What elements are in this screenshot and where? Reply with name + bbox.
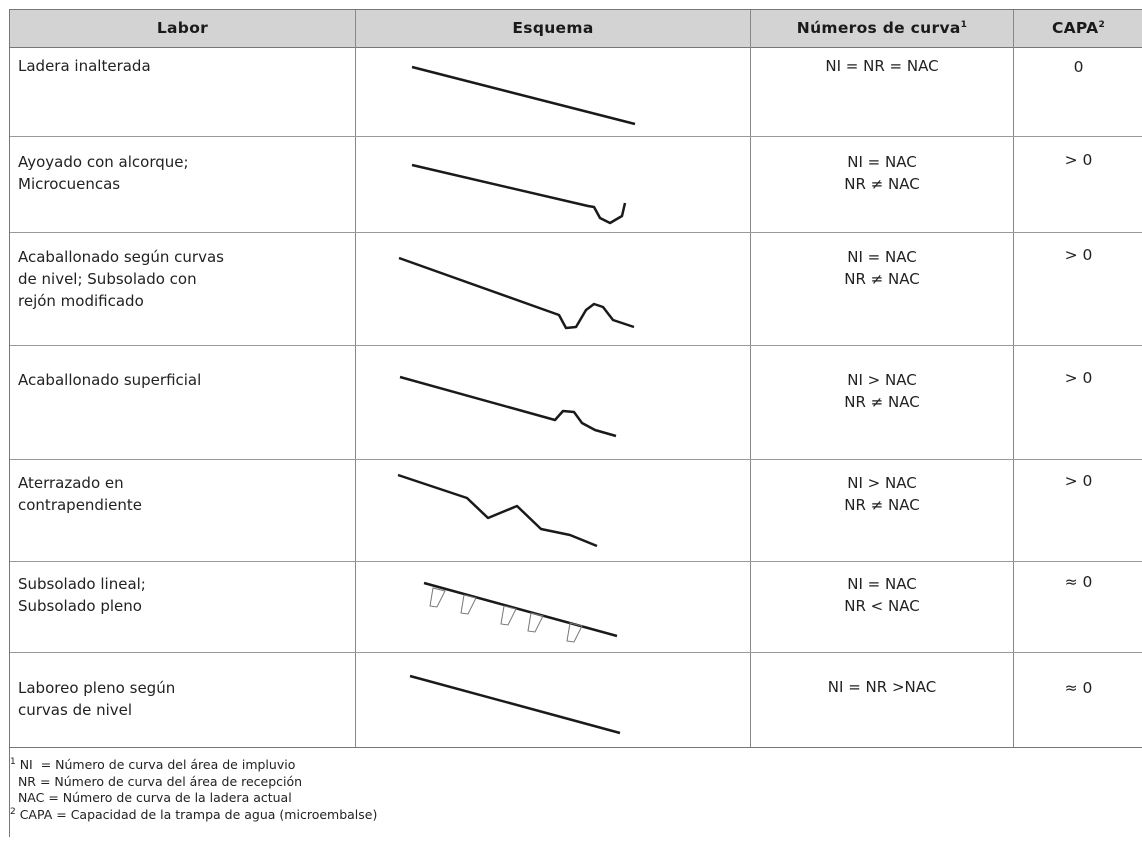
curve-numbers-cell: NI = NAC NR ≠ NAC — [751, 151, 1013, 195]
header-esquema: Esquema — [512, 19, 594, 37]
straight-slope-icon — [411, 65, 636, 126]
curve-number-relation: NR ≠ NAC — [844, 175, 920, 193]
footnote-line: 2 CAPA = Capacidad de la trampa de agua … — [10, 807, 377, 824]
row-divider — [10, 136, 1142, 137]
capa-value: > 0 — [1064, 369, 1093, 387]
curve-number-table: Labor Esquema Números de curva1 CAPA2 La… — [9, 9, 1142, 837]
footnote-line: NAC = Número de curva de la ladera actua… — [10, 790, 292, 805]
schema-drawings — [397, 65, 636, 735]
capa-value: > 0 — [1064, 151, 1093, 169]
header-numeros-footnote-mark: 1 — [960, 19, 968, 30]
subsoiled-slope-icon — [423, 581, 618, 643]
microbasin-slope-icon — [411, 163, 627, 225]
row-divider — [10, 232, 1142, 233]
footnote-line: NR = Número de curva del área de recepci… — [10, 773, 303, 789]
row-divider — [10, 561, 1142, 562]
curve-numbers-cell: NI > NAC NR ≠ NAC — [751, 472, 1013, 516]
labor-cell: Acaballonado según curvas de nivel; Subs… — [18, 246, 278, 312]
ridge-slope-icon — [398, 256, 635, 330]
labor-text: rejón modificado — [18, 292, 144, 310]
row-divider — [10, 345, 1142, 346]
labor-cell: Ayoyado con alcorque; Microcuencas — [18, 151, 278, 195]
curve-number-relation: NI = NAC — [847, 575, 917, 593]
row-divider — [10, 459, 1142, 460]
footnote-mark: 1 — [10, 756, 16, 767]
curve-number-relation: NR ≠ NAC — [844, 496, 920, 514]
curve-number-relation: NI > NAC — [847, 474, 917, 492]
curve-number-relation: NR ≠ NAC — [844, 270, 920, 288]
footnote-text: NI = Número de curva del área de impluvi… — [15, 757, 296, 772]
plowed-slope-icon — [409, 674, 621, 735]
table-bottom-divider — [10, 747, 1142, 748]
labor-text: contrapendiente — [18, 496, 142, 514]
labor-text: de nivel; Subsolado con — [18, 270, 197, 288]
capa-value: ≈ 0 — [1064, 573, 1093, 591]
curve-numbers-cell: NI = NAC NR < NAC — [751, 573, 1013, 617]
labor-text: Microcuencas — [18, 175, 121, 193]
labor-text: Aterrazado en — [18, 474, 124, 492]
terrace-slope-icon — [397, 473, 598, 548]
footnote-text: CAPA = Capacidad de la trampa de agua (m… — [15, 806, 378, 822]
column-divider — [355, 10, 356, 748]
capa-value: > 0 — [1064, 246, 1093, 264]
header-labor: Labor — [156, 19, 209, 37]
curve-number-relation: NR < NAC — [844, 597, 920, 615]
row-divider — [10, 652, 1142, 653]
header-numeros: Números de curva1 — [751, 10, 1013, 47]
footnote-mark: 2 — [10, 806, 16, 817]
labor-text: Subsolado lineal; — [18, 575, 146, 593]
curve-numbers-cell: NI = NAC NR ≠ NAC — [751, 246, 1013, 290]
labor-text: Laboreo pleno según — [18, 679, 176, 697]
capa-value: > 0 — [1064, 472, 1093, 490]
labor-cell: Ladera inalterada — [18, 55, 278, 77]
labor-text: Ladera inalterada — [18, 57, 151, 75]
curve-number-relation: NI = NR >NAC — [827, 678, 937, 696]
curve-number-relation: NI = NR = NAC — [825, 57, 939, 75]
header-capa-footnote-mark: 2 — [1098, 19, 1106, 30]
capa-value: ≈ 0 — [1064, 679, 1093, 697]
curve-numbers-cell: NI = NR >NAC — [751, 676, 1013, 698]
labor-text: Subsolado pleno — [18, 597, 142, 615]
curve-number-relation: NR ≠ NAC — [844, 393, 920, 411]
curve-numbers-cell: NI > NAC NR ≠ NAC — [751, 369, 1013, 413]
column-divider — [750, 10, 751, 748]
labor-cell: Aterrazado en contrapendiente — [18, 472, 278, 516]
column-divider — [1013, 10, 1014, 748]
header-capa-text: CAPA — [1051, 19, 1099, 37]
labor-cell: Laboreo pleno según curvas de nivel — [18, 677, 278, 721]
shallow-ridge-slope-icon — [399, 375, 617, 438]
table-header: Labor Esquema Números de curva1 CAPA2 — [10, 10, 1142, 48]
labor-text: Acaballonado superficial — [18, 371, 202, 389]
curve-number-relation: NI = NAC — [847, 153, 917, 171]
header-capa: CAPA2 — [1014, 10, 1142, 47]
curve-number-relation: NI = NAC — [847, 248, 917, 266]
labor-text: Acaballonado según curvas — [18, 248, 224, 266]
labor-cell: Subsolado lineal; Subsolado pleno — [18, 573, 278, 617]
curve-numbers-cell: NI = NR = NAC — [751, 55, 1013, 77]
footnote-line: 1 NI = Número de curva del área de implu… — [10, 757, 377, 774]
labor-text: Ayoyado con alcorque; — [18, 153, 189, 171]
footnotes: 1 NI = Número de curva del área de implu… — [10, 757, 377, 823]
curve-number-relation: NI > NAC — [847, 371, 917, 389]
capa-value: 0 — [1073, 58, 1084, 76]
labor-cell: Acaballonado superficial — [18, 369, 278, 391]
header-numeros-text: Números de curva — [796, 19, 961, 37]
labor-text: curvas de nivel — [18, 701, 133, 719]
